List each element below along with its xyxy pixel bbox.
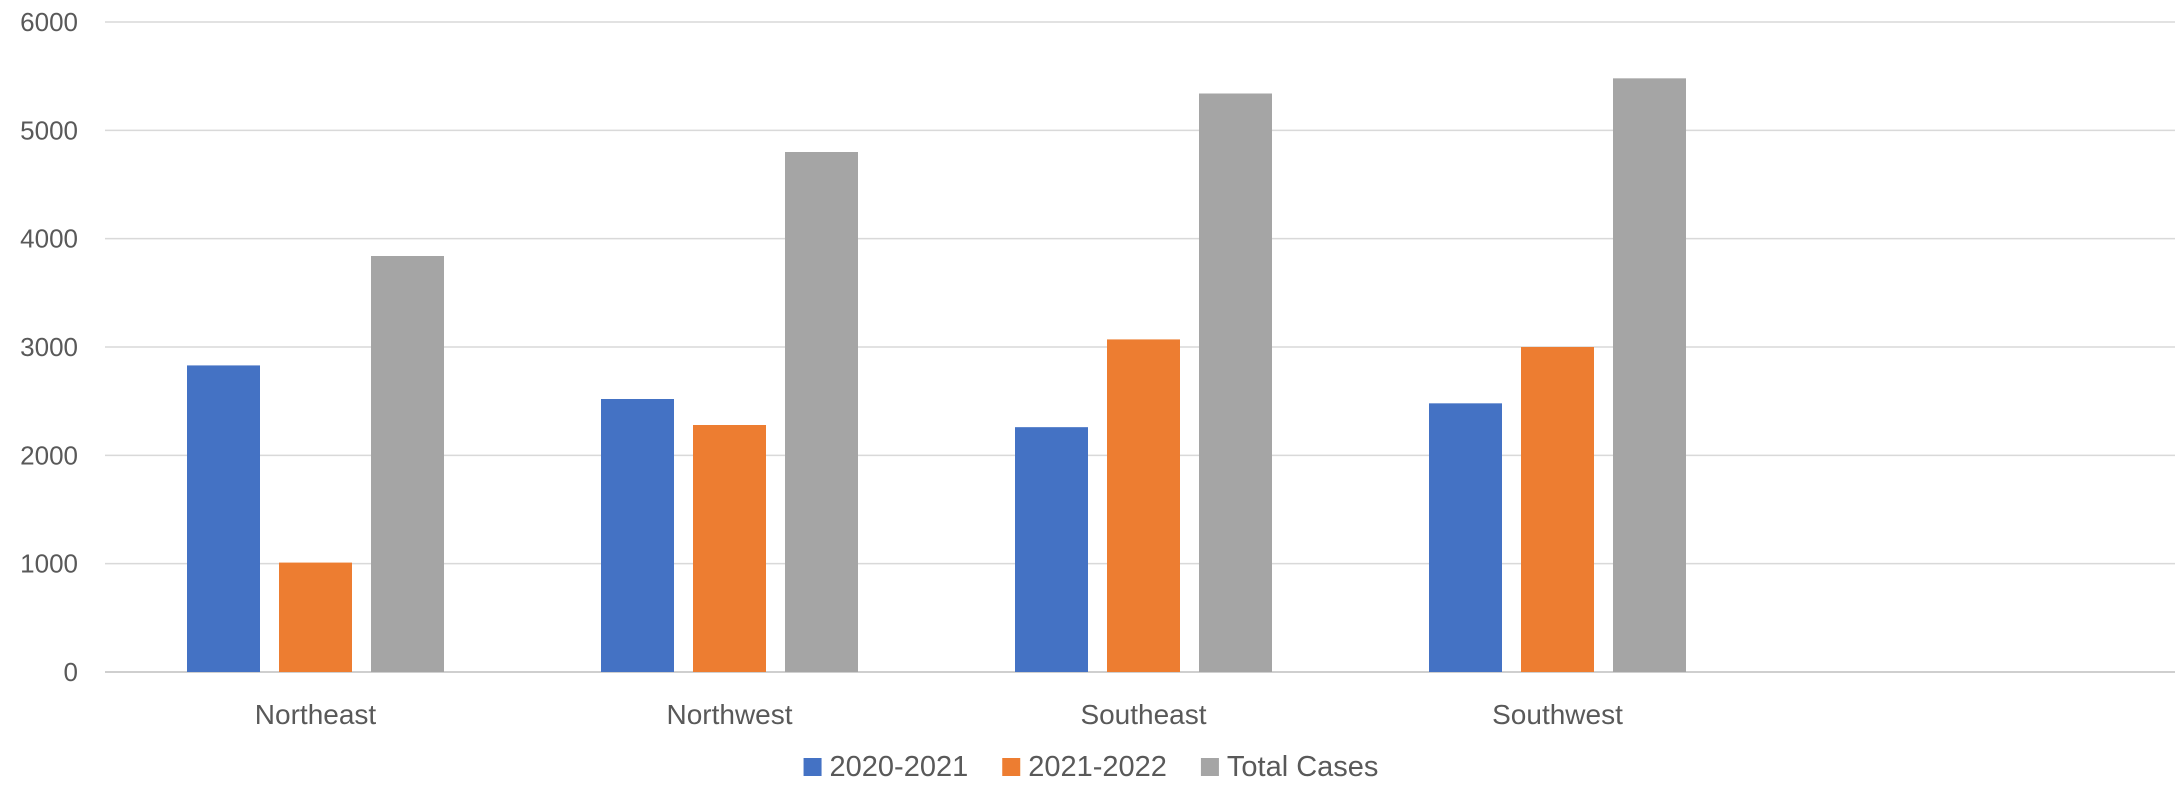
x-category-label: Northeast xyxy=(255,699,377,730)
y-axis-tick-labels: 0 1000 2000 3000 4000 5000 6000 xyxy=(20,7,78,687)
bar-northwest-2020-2021 xyxy=(601,399,674,672)
bar-southeast-2020-2021 xyxy=(1015,427,1088,672)
bar-northeast-total-cases xyxy=(371,256,444,672)
x-category-label: Southeast xyxy=(1080,699,1206,730)
y-tick-label: 5000 xyxy=(20,115,78,145)
legend-swatch xyxy=(1002,758,1021,776)
y-tick-label: 3000 xyxy=(20,332,78,362)
x-category-label: Southwest xyxy=(1492,699,1623,730)
bar-northwest-2021-2022 xyxy=(693,425,766,672)
x-category-label: Northwest xyxy=(666,699,792,730)
bar-southeast-total-cases xyxy=(1199,93,1272,672)
y-tick-label: 4000 xyxy=(20,224,78,254)
legend-label: Total Cases xyxy=(1227,751,1379,783)
bar-southwest-total-cases xyxy=(1613,78,1686,673)
y-tick-label: 2000 xyxy=(20,440,78,470)
bar-northeast-2020-2021 xyxy=(187,365,260,672)
legend-label: 2021-2022 xyxy=(1028,751,1167,783)
bar-southwest-2020-2021 xyxy=(1429,403,1502,672)
legend-swatch xyxy=(803,758,822,776)
bar-southwest-2021-2022 xyxy=(1521,347,1594,672)
y-tick-label: 0 xyxy=(64,657,78,687)
legend-swatch xyxy=(1200,758,1219,776)
bar-southeast-2021-2022 xyxy=(1107,339,1180,672)
legend-label: 2020-2021 xyxy=(830,751,969,783)
bars xyxy=(187,78,1686,673)
y-tick-label: 1000 xyxy=(20,549,78,579)
bar-northeast-2021-2022 xyxy=(279,562,352,672)
y-tick-label: 6000 xyxy=(20,7,78,37)
x-axis-category-labels: Northeast Northwest Southeast Southwest xyxy=(255,699,1623,730)
legend: 2020-2021 2021-2022 Total Cases xyxy=(803,751,1379,783)
bar-northwest-total-cases xyxy=(785,152,858,672)
